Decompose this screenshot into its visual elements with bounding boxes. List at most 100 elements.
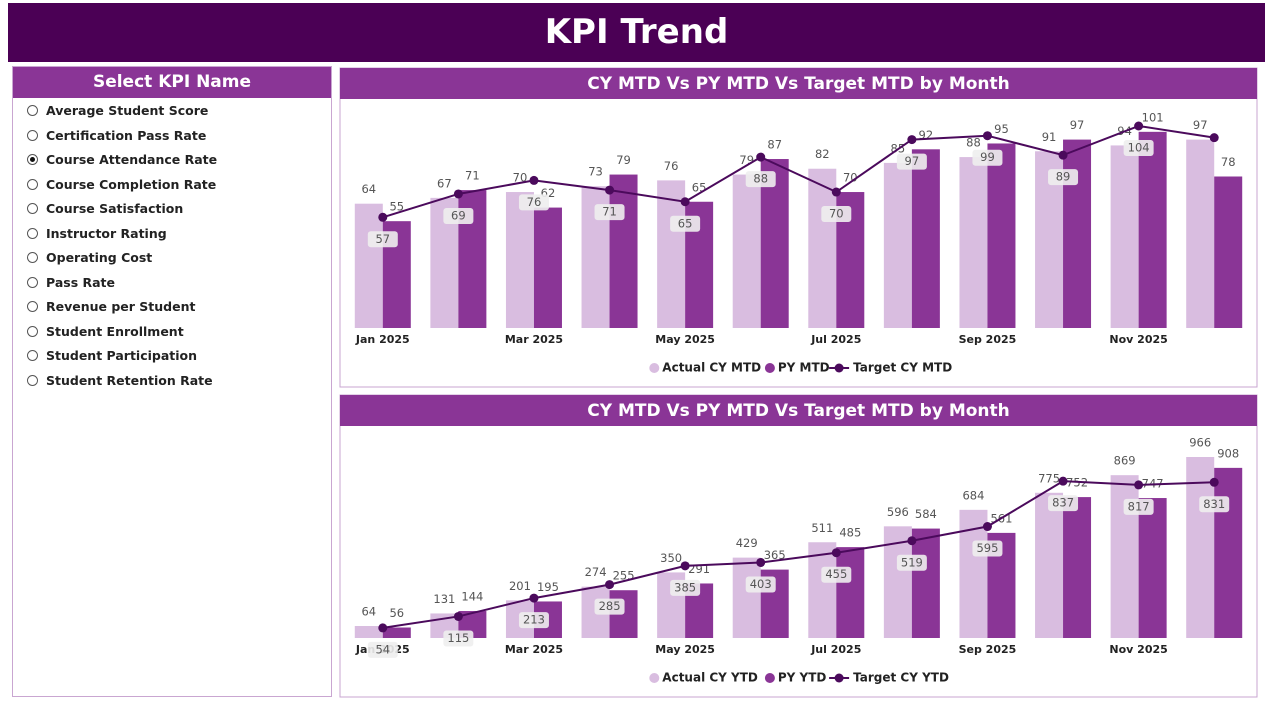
data-label: 89 (1056, 170, 1071, 184)
target-point (831, 187, 841, 197)
bar (760, 159, 789, 328)
bar (382, 627, 411, 638)
data-label-box (745, 171, 776, 188)
data-label: 775 (1038, 471, 1060, 485)
data-label: 511 (811, 521, 833, 535)
data-label: 97 (905, 154, 920, 168)
radio-button[interactable] (27, 350, 38, 361)
radio-button[interactable] (27, 276, 38, 288)
data-label: 831 (1203, 497, 1225, 511)
legend-marker (649, 363, 660, 373)
chart-title-bar (340, 68, 1257, 99)
data-label-box (1199, 496, 1230, 513)
data-label: 837 (1052, 496, 1074, 510)
kpi-option[interactable]: Average Student Score (27, 103, 208, 118)
target-line (382, 124, 1215, 219)
bar (808, 542, 837, 638)
kpi-option[interactable]: Course Satisfaction (27, 201, 183, 216)
radio-button[interactable] (27, 252, 38, 263)
data-label: 76 (664, 159, 679, 173)
data-label: 115 (447, 631, 469, 645)
data-label-box (670, 215, 701, 232)
target-point (529, 175, 539, 185)
data-label-box (745, 576, 776, 593)
data-label: 908 (1217, 446, 1239, 460)
data-label: 213 (523, 613, 545, 627)
bar (505, 192, 534, 328)
data-label-box (443, 630, 474, 647)
radio-button[interactable] (27, 301, 38, 312)
kpi-option[interactable]: Revenue per Student (27, 299, 195, 314)
bar (1186, 139, 1215, 328)
target-point (1209, 477, 1219, 487)
bar (911, 149, 940, 328)
data-label: 596 (887, 505, 909, 519)
data-label: 429 (736, 536, 758, 550)
target-point (605, 185, 615, 195)
radio-button[interactable] (27, 203, 38, 214)
kpi-option[interactable]: Student Participation (27, 348, 197, 363)
data-label: 403 (750, 577, 772, 591)
option-label: Student Enrollment (46, 323, 184, 339)
data-label: 79 (616, 153, 631, 167)
data-label-box (1123, 498, 1154, 515)
data-label: 385 (674, 580, 696, 594)
kpi-option[interactable]: Course Attendance Rate (27, 152, 217, 167)
data-label-box (367, 231, 398, 248)
option-label: Course Satisfaction (46, 201, 184, 216)
kpi-option[interactable]: Course Completion Rate (27, 177, 216, 192)
bar (1138, 131, 1167, 328)
data-label: 350 (660, 551, 682, 565)
data-label-box (896, 554, 927, 571)
data-label: 97 (1070, 118, 1085, 132)
data-label: 73 (588, 165, 603, 179)
radio-button[interactable] (27, 325, 38, 337)
target-point (1058, 150, 1068, 160)
bar (959, 157, 988, 328)
kpi-slicer: Select KPI Name Average Student Score Cer… (12, 66, 332, 697)
target-point (1209, 133, 1219, 143)
target-point (680, 561, 690, 571)
radio-button[interactable] (27, 105, 38, 116)
option-label: Student Retention Rate (46, 372, 213, 388)
radio-button[interactable] (27, 129, 38, 141)
data-label-box (594, 204, 625, 221)
data-label-box (594, 598, 625, 615)
option-label: Pass Rate (46, 274, 116, 290)
data-label: 201 (509, 579, 531, 593)
x-tick-label: Jul 2025 (810, 333, 861, 346)
kpi-option[interactable]: Certification Pass Rate (27, 128, 206, 143)
chart-frame (339, 67, 1258, 388)
data-label: 195 (537, 580, 559, 594)
target-point (378, 212, 388, 222)
radio-button[interactable] (27, 154, 38, 165)
bar (1138, 498, 1167, 638)
data-label: 817 (1128, 499, 1150, 513)
data-label: 69 (451, 208, 466, 222)
radio-button[interactable] (27, 374, 38, 386)
kpi-option[interactable]: Instructor Rating (27, 226, 167, 241)
data-label: 76 (527, 195, 542, 209)
target-point (453, 611, 463, 621)
data-label-box (367, 641, 398, 658)
data-label: 95 (994, 122, 1009, 136)
data-label-box (518, 194, 549, 211)
legend-marker (764, 673, 775, 683)
data-label-box (1048, 169, 1079, 186)
data-label-box (821, 566, 852, 583)
kpi-option[interactable]: Operating Cost (27, 250, 152, 265)
legend-marker (834, 673, 844, 683)
kpi-option[interactable]: Student Retention Rate (27, 373, 213, 388)
kpi-option[interactable]: Student Enrollment (27, 324, 184, 339)
option-label: Revenue per Student (46, 299, 196, 314)
data-label-box (1048, 495, 1079, 512)
data-label: 70 (843, 171, 858, 185)
radio-button[interactable] (27, 227, 38, 239)
kpi-option[interactable]: Pass Rate (27, 275, 115, 290)
radio-button[interactable] (27, 178, 38, 190)
target-point (756, 557, 766, 567)
data-label: 55 (389, 200, 404, 214)
data-label: 78 (1221, 155, 1236, 169)
option-label: Operating Cost (46, 250, 153, 265)
